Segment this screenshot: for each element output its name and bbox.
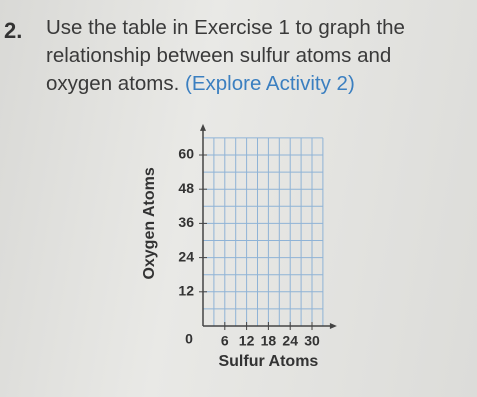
y-tick-label: 60 <box>178 146 194 162</box>
text-line: oxygen atoms. <box>46 72 180 95</box>
y-tick-label: 24 <box>178 248 194 264</box>
origin-label: 0 <box>185 331 193 347</box>
y-tick-label: 36 <box>178 214 194 230</box>
problem-number: 2. <box>4 18 23 43</box>
y-tick-label: 48 <box>178 180 194 196</box>
x-tick-label: 6 <box>221 333 229 349</box>
text-line: oxygen atoms. (Explore Activity 2) <box>46 70 405 98</box>
reference: (Explore Activity 2) <box>185 72 355 95</box>
x-tick-label: 18 <box>261 333 277 349</box>
problem-text: Use the table in Exercise 1 to graph the… <box>46 14 405 98</box>
arrow <box>200 123 206 131</box>
x-tick-label: 30 <box>304 333 320 349</box>
y-tick-label: 12 <box>178 283 194 299</box>
text-line: relationship between sulfur atoms and <box>46 44 392 67</box>
y-axis-label: Oxygen Atoms <box>141 167 158 279</box>
x-tick-label: 24 <box>282 333 298 349</box>
text-line: Use the table in Exercise 1 to graph the <box>46 16 405 39</box>
x-axis-label: Sulfur Atoms <box>218 353 318 370</box>
x-tick-label: 12 <box>239 333 255 349</box>
arrow <box>329 323 337 329</box>
